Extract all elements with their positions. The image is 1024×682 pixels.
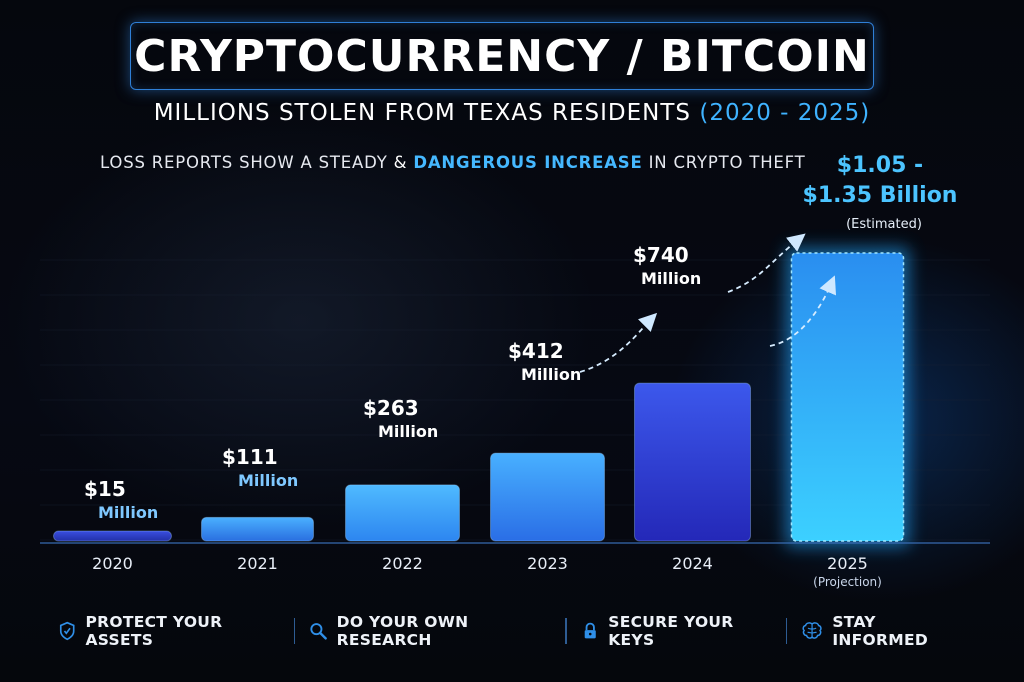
value-unit-label: Million — [378, 422, 438, 441]
bar-2021 — [201, 516, 314, 542]
shield-icon — [59, 621, 75, 641]
value-unit-label: Million — [641, 269, 701, 288]
divider — [293, 618, 296, 644]
tip-label: DO YOUR OWN RESEARCH — [336, 613, 469, 649]
trend-arrow — [579, 312, 658, 373]
bar-2020 — [53, 530, 172, 542]
page-title: CRYPTOCURRENCY / BITCOIN — [134, 30, 870, 82]
subtitle-years: (2020 - 2025) — [699, 100, 871, 126]
x-tick-label: 2025 — [827, 554, 868, 573]
tip-label: SECURE YOUR KEYS — [608, 613, 734, 649]
footer-tips: PROTECT YOUR ASSETS DO YOUR OWN RESEARCH… — [44, 610, 980, 652]
x-tick-label: 2023 — [527, 554, 568, 573]
x-tick-label: 2022 — [382, 554, 423, 573]
lock-icon — [584, 622, 596, 639]
bar-2025 — [790, 252, 905, 542]
value-label: $15 — [84, 477, 126, 501]
x-tick-label: 2024 — [672, 554, 713, 573]
value-unit-label: Million — [521, 365, 581, 384]
value-label: $740 — [633, 243, 689, 267]
tip-label: PROTECT YOUR ASSETS — [85, 613, 223, 649]
tip-label: STAY INFORMED — [832, 613, 929, 649]
tagline-end: IN CRYPTO THEFT — [648, 153, 806, 172]
bar-2023 — [490, 452, 605, 542]
tagline-highlight: DANGEROUS INCREASE — [413, 153, 643, 172]
tagline: LOSS REPORTS SHOW A STEADY & DANGEROUS I… — [100, 153, 806, 172]
trend-arrow — [769, 275, 837, 347]
x-axis-labels: 2020 2021 2022 2023 2024 2025 (Projection) — [92, 554, 882, 589]
estimate-note: (Estimated) — [846, 217, 922, 232]
value-label: $263 — [363, 396, 419, 420]
value-unit-label: Million — [98, 503, 158, 522]
value-unit-label: Million — [238, 471, 298, 490]
value-label: $111 — [222, 445, 278, 469]
value-label: $1.35 Billion — [803, 183, 958, 208]
divider — [785, 618, 788, 644]
x-tick-label: 2021 — [237, 554, 278, 573]
tip-stay-informed: STAY INFORMED — [787, 613, 980, 649]
tagline-ampersand: & — [393, 153, 408, 172]
bar-2022 — [345, 484, 460, 542]
bars — [53, 247, 910, 547]
trend-arrow — [727, 233, 806, 293]
tip-secure-keys: SECURE YOUR KEYS — [567, 613, 786, 649]
brain-icon — [802, 622, 822, 639]
trend-arrows — [579, 233, 837, 373]
title-banner: CRYPTOCURRENCY / BITCOIN — [130, 22, 874, 90]
value-label: $1.05 - — [837, 153, 923, 178]
divider — [565, 618, 567, 644]
value-labels: $15 Million $111 Million $263 Million $412 Mill… — [84, 153, 957, 522]
tip-protect-assets: PROTECT YOUR ASSETS — [44, 613, 294, 649]
tip-research: DO YOUR OWN RESEARCH — [295, 613, 565, 649]
tagline-start: LOSS REPORTS SHOW A STEADY — [100, 153, 388, 172]
value-label: $412 — [508, 339, 564, 363]
x-tick-label: 2020 — [92, 554, 133, 573]
bar-2024 — [634, 382, 751, 542]
subtitle: MILLIONS STOLEN FROM TEXAS RESIDENTS (20… — [0, 100, 1024, 126]
magnifier-icon — [310, 623, 328, 640]
x-tick-note: (Projection) — [813, 575, 882, 589]
subtitle-main: MILLIONS STOLEN FROM TEXAS RESIDENTS — [153, 100, 692, 126]
